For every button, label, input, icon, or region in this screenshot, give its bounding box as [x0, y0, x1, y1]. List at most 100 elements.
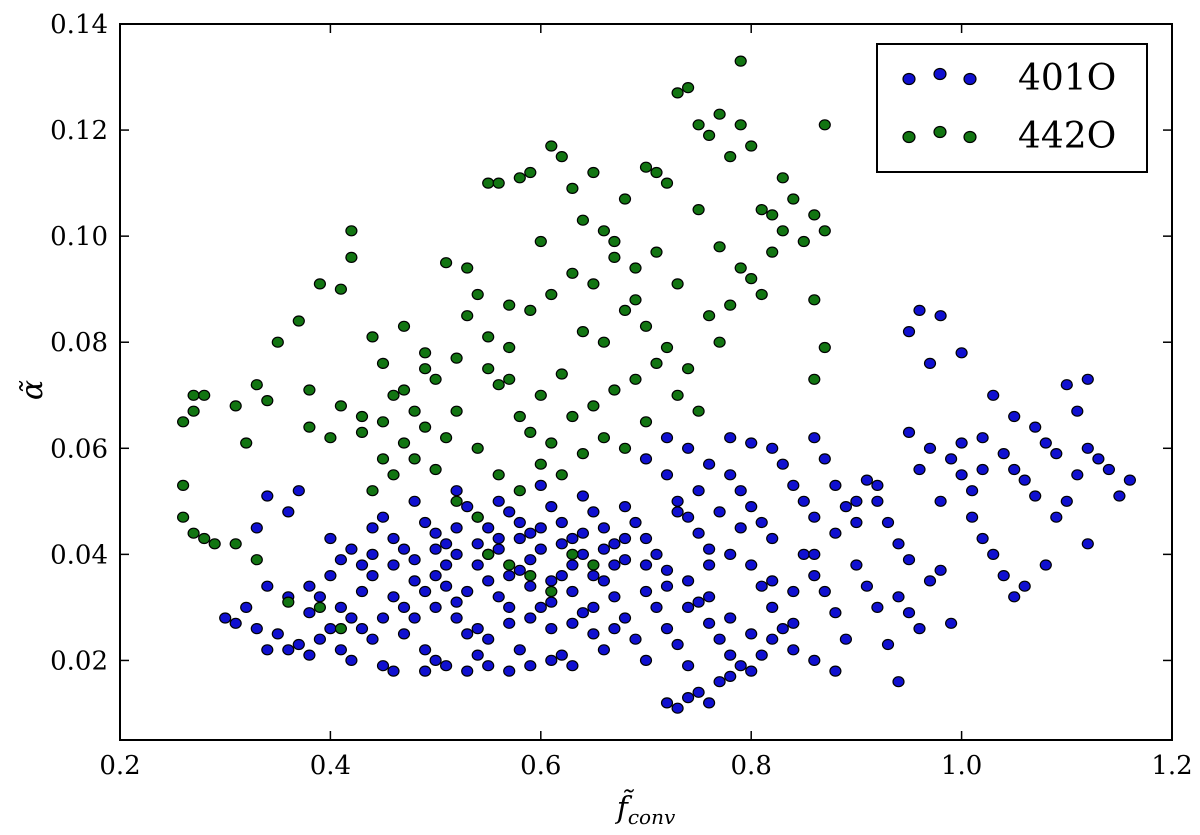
point-series-2-88 — [724, 299, 737, 311]
point-series-2-65 — [766, 209, 779, 221]
point-series-1-112 — [671, 702, 684, 714]
point-series-1-218 — [566, 559, 579, 571]
point-series-2-148 — [419, 363, 432, 375]
point-series-1-98 — [660, 622, 674, 635]
point-series-1-154 — [892, 538, 905, 550]
point-series-1-252 — [702, 591, 716, 603]
point-series-1-123 — [745, 501, 758, 513]
point-series-2-142 — [629, 373, 642, 385]
point-series-1-32 — [376, 511, 390, 523]
point-series-2-20 — [345, 225, 358, 237]
point-series-1-126 — [745, 559, 758, 571]
ticks-layer: 0.2 0.4 0.6 0.8 1.0 1.2 0.02 0.04 0.06 0.08 0.10 0.… — [50, 10, 1193, 781]
point-series-1-11 — [250, 522, 263, 534]
point-series-1-5 — [261, 644, 274, 656]
point-series-1-226 — [482, 660, 495, 672]
point-series-1-248 — [618, 532, 632, 545]
point-series-2-47 — [587, 166, 600, 179]
point-series-2-106 — [566, 267, 579, 279]
point-series-2-109 — [629, 294, 642, 306]
point-series-1-27 — [355, 622, 369, 635]
point-series-1-64 — [524, 527, 537, 539]
point-series-2-71 — [818, 225, 831, 237]
point-series-1-77 — [566, 585, 579, 598]
point-series-2-93 — [492, 469, 505, 481]
point-series-2-39 — [503, 299, 516, 311]
point-series-1-109 — [713, 633, 726, 645]
point-series-1-224 — [440, 660, 453, 672]
point-series-2-38 — [492, 177, 505, 189]
legend-box — [876, 43, 1148, 173]
point-series-1-229 — [545, 654, 558, 667]
point-series-1-25 — [366, 569, 379, 582]
point-series-1-221 — [376, 612, 390, 624]
point-series-1-225 — [461, 665, 474, 677]
point-series-1-208 — [566, 617, 579, 629]
point-series-2-33 — [440, 257, 453, 269]
point-series-2-114 — [734, 262, 747, 274]
point-series-2-41 — [524, 166, 537, 179]
point-series-1-78 — [576, 607, 590, 619]
point-series-1-114 — [692, 686, 705, 698]
point-series-1-192 — [1081, 373, 1094, 385]
point-series-1-55 — [492, 532, 505, 545]
point-series-1-1 — [219, 612, 232, 624]
point-series-1-50 — [471, 649, 484, 661]
point-series-1-157 — [902, 607, 916, 619]
point-series-1-51 — [450, 485, 463, 497]
point-series-2-30 — [408, 405, 421, 417]
point-series-2-117 — [376, 453, 390, 465]
point-series-1-187 — [1050, 511, 1063, 523]
point-series-2-13 — [250, 379, 263, 391]
point-series-1-2 — [229, 617, 242, 629]
point-series-1-63 — [513, 516, 526, 529]
point-series-2-78 — [513, 410, 526, 423]
point-series-2-74 — [818, 341, 831, 354]
point-series-1-135 — [808, 511, 821, 523]
point-series-1-178 — [1008, 463, 1021, 476]
point-series-1-183 — [1029, 421, 1042, 433]
point-series-2-18 — [313, 278, 326, 290]
point-series-1-261 — [766, 575, 779, 587]
point-series-1-271 — [639, 453, 653, 465]
point-series-1-38 — [408, 612, 421, 624]
point-series-1-72 — [545, 501, 558, 513]
point-series-1-256 — [787, 617, 800, 629]
point-series-1-277 — [671, 506, 684, 518]
point-series-1-54 — [482, 522, 495, 534]
point-series-1-185 — [1050, 448, 1063, 460]
point-series-1-255 — [766, 633, 779, 645]
legend-marker-1-2 — [933, 67, 947, 81]
point-series-1-250 — [660, 580, 674, 592]
point-series-1-79 — [587, 628, 600, 640]
point-series-1-206 — [524, 612, 537, 624]
point-series-1-235 — [355, 585, 369, 598]
point-series-1-36 — [387, 591, 400, 603]
point-series-1-190 — [1081, 442, 1094, 454]
point-series-1-122 — [734, 485, 747, 497]
point-series-1-29 — [376, 660, 390, 672]
legend: 401O 442O — [876, 43, 1148, 173]
point-series-1-57 — [482, 575, 495, 587]
point-series-1-143 — [829, 479, 842, 491]
point-series-1-257 — [808, 654, 821, 667]
point-series-2-31 — [419, 347, 432, 359]
point-series-2-3 — [177, 416, 190, 428]
point-series-1-7 — [282, 644, 295, 656]
point-series-2-85 — [660, 341, 674, 354]
point-series-1-15 — [261, 580, 274, 592]
point-series-2-124 — [429, 463, 442, 476]
point-series-1-237 — [387, 559, 400, 571]
point-series-1-80 — [597, 644, 611, 656]
point-series-1-92 — [629, 516, 642, 529]
point-series-2-70 — [818, 119, 831, 131]
point-series-2-80 — [555, 368, 568, 380]
point-series-2-34 — [450, 352, 463, 364]
point-series-1-115 — [702, 697, 716, 709]
point-series-2-137 — [524, 426, 537, 438]
point-series-2-60 — [724, 151, 737, 163]
y-tick-label-2: 0.04 — [50, 540, 108, 570]
point-series-1-247 — [597, 543, 611, 555]
point-series-1-118 — [734, 660, 747, 672]
